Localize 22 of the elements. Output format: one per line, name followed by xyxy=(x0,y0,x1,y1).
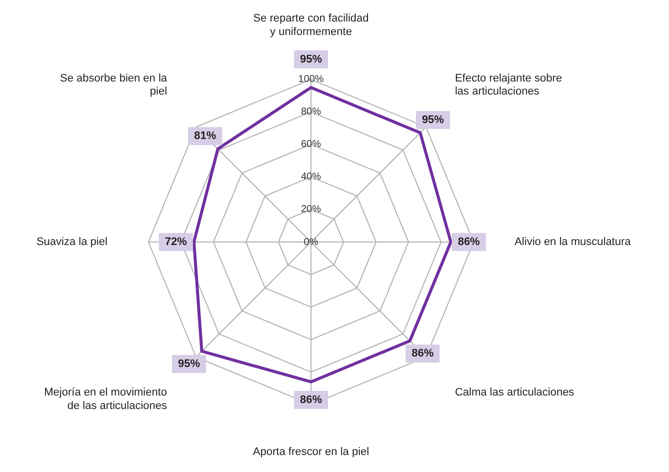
spoke-label: Alivio en la musculatura xyxy=(514,236,632,248)
y-tick-label: 20% xyxy=(300,204,322,216)
data-label: 95% xyxy=(422,114,444,126)
spoke-label: Se reparte con facilidad y uniformemente xyxy=(253,12,369,38)
data-label: 86% xyxy=(458,236,480,248)
data-label: 81% xyxy=(194,130,216,142)
y-tick-label: 40% xyxy=(300,172,322,183)
spoke-label: Se absorbe bien en la piel xyxy=(60,72,168,98)
spoke-label: Mejoría en el movimiento de las articulaciones xyxy=(44,386,168,412)
y-tick-label: 80% xyxy=(300,106,322,118)
data-label: 95% xyxy=(300,53,322,66)
spoke-label: Calma las articulaciones xyxy=(454,386,575,399)
y-tick-label: 60% xyxy=(300,139,322,150)
data-label: 86% xyxy=(300,394,322,406)
y-tick-label: 100% xyxy=(298,74,324,86)
data-label: 86% xyxy=(412,348,434,360)
spoke-label: Efecto relajante sobre las articulaciones xyxy=(454,72,562,98)
data-label: 95% xyxy=(178,358,200,370)
spoke-label: Suaviza la piel xyxy=(36,236,108,248)
y-tick-label: 0% xyxy=(304,236,318,248)
spoke-label: Aporta frescor en la piel xyxy=(252,446,370,458)
data-label: 72% xyxy=(164,236,188,248)
